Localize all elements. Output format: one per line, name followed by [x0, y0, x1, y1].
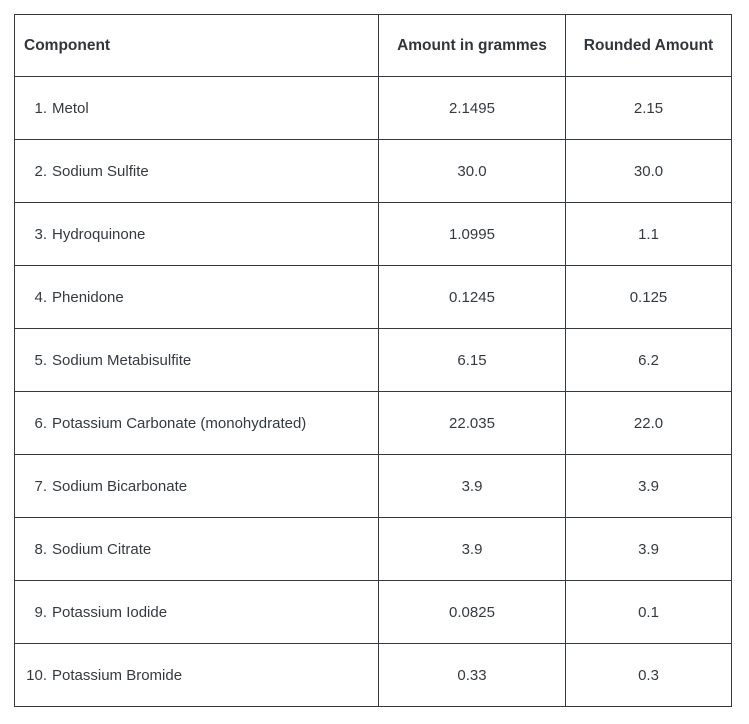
column-header-rounded-amount: Rounded Amount	[565, 14, 732, 77]
component-number: 8.	[34, 540, 47, 558]
components-table: Component Amount in grammes Rounded Amou…	[14, 14, 732, 707]
component-number: 9.	[34, 603, 47, 621]
rounded-amount-cell: 0.1	[565, 580, 732, 644]
rounded-amount-cell: 6.2	[565, 328, 732, 392]
component-cell: 4. Phenidone	[14, 265, 379, 329]
amount-in-grammes-cell: 30.0	[378, 139, 566, 203]
rounded-amount-cell: 30.0	[565, 139, 732, 203]
table-row: 7. Sodium Bicarbonate 3.9 3.9	[14, 454, 732, 518]
rounded-amount-cell: 22.0	[565, 391, 732, 455]
component-number: 5.	[34, 351, 47, 369]
component-cell: 1. Metol	[14, 76, 379, 140]
table-row: 3. Hydroquinone 1.0995 1.1	[14, 202, 732, 266]
component-name: Sodium Bicarbonate	[52, 477, 188, 495]
amount-in-grammes-cell: 6.15	[378, 328, 566, 392]
component-name: Hydroquinone	[52, 225, 146, 243]
component-cell: 10. Potassium Bromide	[14, 643, 379, 707]
component-number: 4.	[34, 288, 47, 306]
component-number: 2.	[34, 162, 47, 180]
table-row: 5. Sodium Metabisulfite 6.15 6.2	[14, 328, 732, 392]
component-cell: 7. Sodium Bicarbonate	[14, 454, 379, 518]
amount-in-grammes-cell: 0.33	[378, 643, 566, 707]
table-row: 4. Phenidone 0.1245 0.125	[14, 265, 732, 329]
column-header-component: Component	[14, 14, 379, 77]
component-cell: 9. Potassium Iodide	[14, 580, 379, 644]
header-row: Component Amount in grammes Rounded Amou…	[14, 14, 732, 77]
amount-in-grammes-cell: 1.0995	[378, 202, 566, 266]
component-cell: 5. Sodium Metabisulfite	[14, 328, 379, 392]
rounded-amount-cell: 3.9	[565, 454, 732, 518]
rounded-amount-cell: 3.9	[565, 517, 732, 581]
rounded-amount-cell: 0.3	[565, 643, 732, 707]
component-name: Metol	[52, 99, 89, 117]
table-row: 1. Metol 2.1495 2.15	[14, 76, 732, 140]
component-number: 1.	[34, 99, 47, 117]
component-name: Potassium Carbonate (monohydrated)	[52, 414, 307, 432]
rounded-amount-cell: 1.1	[565, 202, 732, 266]
table-row: 8. Sodium Citrate 3.9 3.9	[14, 517, 732, 581]
table-body: 1. Metol 2.1495 2.15 2. Sodium Sulfite 30.…	[14, 76, 732, 707]
component-number: 3.	[34, 225, 47, 243]
component-number: 6.	[34, 414, 47, 432]
component-number: 10.	[26, 666, 47, 684]
component-name: Sodium Citrate	[52, 540, 152, 558]
amount-in-grammes-cell: 0.1245	[378, 265, 566, 329]
component-name: Sodium Sulfite	[52, 162, 149, 180]
amount-in-grammes-cell: 3.9	[378, 454, 566, 518]
component-cell: 8. Sodium Citrate	[14, 517, 379, 581]
column-header-amount-in-grammes: Amount in grammes	[378, 14, 566, 77]
amount-in-grammes-cell: 2.1495	[378, 76, 566, 140]
component-name: Potassium Iodide	[52, 603, 168, 621]
component-name: Potassium Bromide	[52, 666, 183, 684]
table-row: 6. Potassium Carbonate (monohydrated) 22.…	[14, 391, 732, 455]
rounded-amount-cell: 2.15	[565, 76, 732, 140]
component-name: Sodium Metabisulfite	[52, 351, 192, 369]
amount-in-grammes-cell: 22.035	[378, 391, 566, 455]
table-row: 10. Potassium Bromide 0.33 0.3	[14, 643, 732, 707]
component-cell: 6. Potassium Carbonate (monohydrated)	[14, 391, 379, 455]
rounded-amount-cell: 0.125	[565, 265, 732, 329]
component-number: 7.	[34, 477, 47, 495]
amount-in-grammes-cell: 0.0825	[378, 580, 566, 644]
table-row: 2. Sodium Sulfite 30.0 30.0	[14, 139, 732, 203]
component-cell: 2. Sodium Sulfite	[14, 139, 379, 203]
component-cell: 3. Hydroquinone	[14, 202, 379, 266]
table-row: 9. Potassium Iodide 0.0825 0.1	[14, 580, 732, 644]
amount-in-grammes-cell: 3.9	[378, 517, 566, 581]
component-name: Phenidone	[52, 288, 124, 306]
